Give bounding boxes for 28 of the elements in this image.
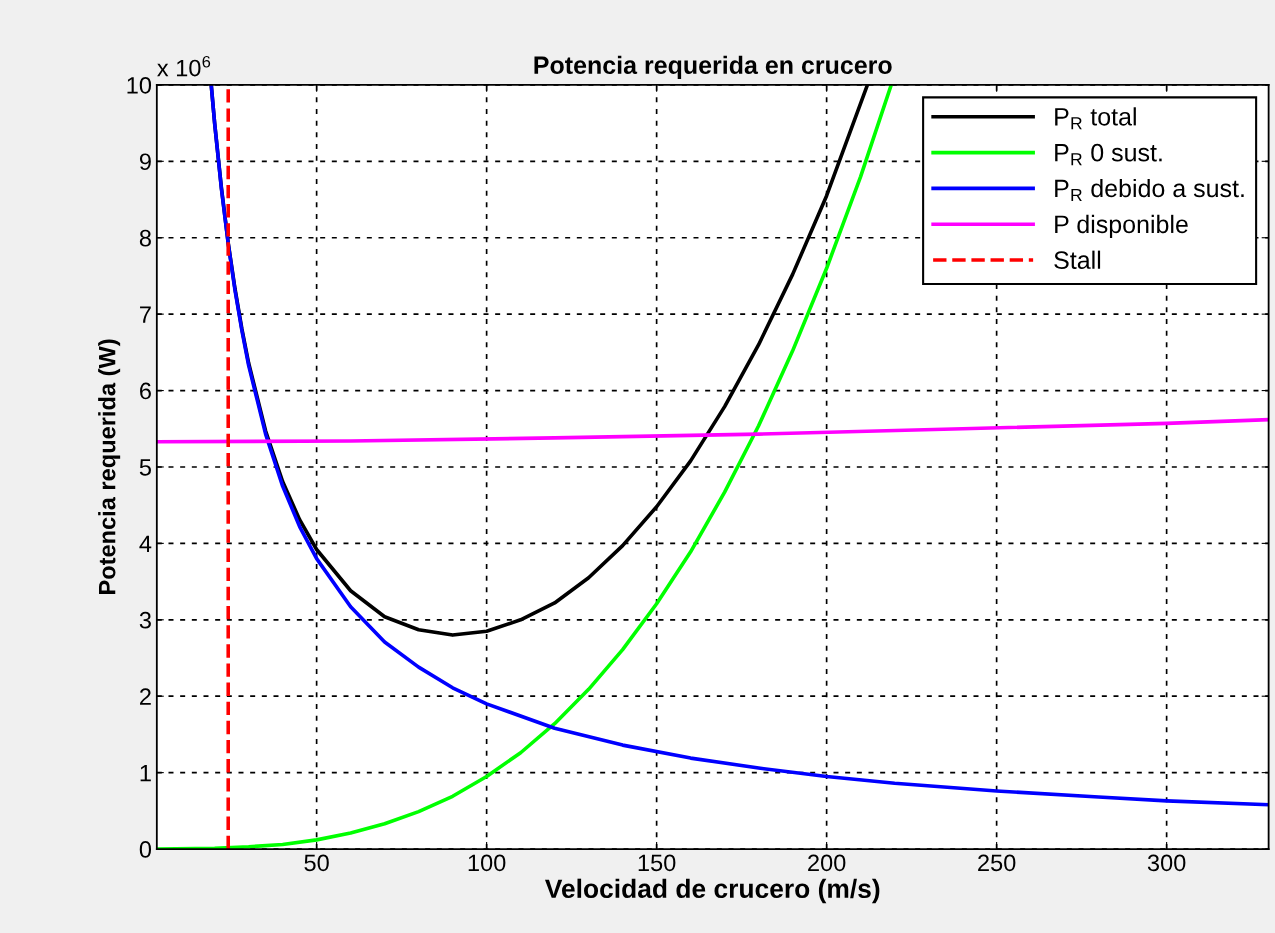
y-tick-label: 2 bbox=[140, 688, 151, 705]
legend-label: P$_{R}$ 0 sust. bbox=[1055, 143, 1162, 166]
x-tick-label: 300 bbox=[1147, 854, 1186, 872]
chart-title: Potencia requerida en crucero bbox=[534, 55, 892, 79]
y-tick-label: 7 bbox=[140, 306, 151, 323]
x-axis-title: Velocidad de crucero (m/s) bbox=[544, 878, 880, 904]
legend-label: P disponible bbox=[1055, 214, 1188, 239]
legend-label: Stall bbox=[1054, 250, 1101, 269]
line-series bbox=[209, 84, 1269, 807]
y-tick-label: 10 bbox=[127, 76, 152, 94]
x-tick-label: 150 bbox=[638, 854, 676, 872]
y-tick-label: 6 bbox=[140, 382, 151, 400]
x-tick-label: 100 bbox=[468, 854, 506, 872]
y-tick-label: 5 bbox=[139, 459, 151, 476]
y-tick-label: 1 bbox=[140, 764, 151, 782]
legend-label: P$_{R}$ total bbox=[1055, 107, 1136, 130]
text: x 10$^{6}$ bbox=[157, 55, 211, 77]
y-tick-label: 3 bbox=[139, 611, 151, 629]
x-tick-label: 200 bbox=[808, 854, 846, 872]
legend-label: P$_{R}$ debido a sust. bbox=[1055, 178, 1244, 201]
y-tick-label: 0 bbox=[139, 841, 152, 858]
y-tick-label: 9 bbox=[139, 153, 151, 171]
line-series bbox=[156, 417, 1269, 444]
y-tick-label: 8 bbox=[139, 229, 151, 247]
x-tick-label: 250 bbox=[978, 854, 1016, 872]
y-tick-label: 4 bbox=[139, 535, 152, 552]
x-tick-label: 50 bbox=[304, 854, 329, 872]
y-axis-title: Potencia requerida (W) bbox=[98, 339, 121, 594]
